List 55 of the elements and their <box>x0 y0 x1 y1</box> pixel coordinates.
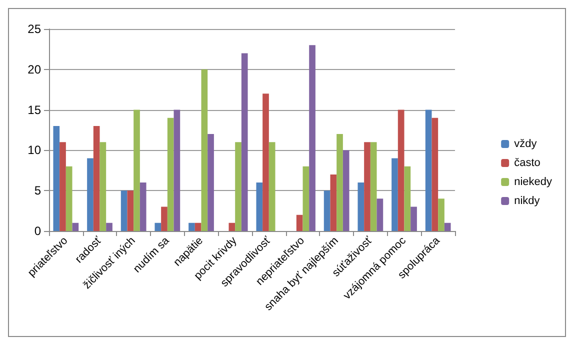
bar <box>93 126 100 231</box>
bar <box>241 53 248 231</box>
bar <box>425 110 432 231</box>
bar <box>167 118 174 231</box>
bar <box>404 166 411 231</box>
bar <box>330 174 337 231</box>
bar <box>358 182 364 231</box>
bar <box>208 134 214 231</box>
legend-label: vždy <box>514 138 538 150</box>
y-tick-label: 0 <box>34 224 42 238</box>
legend-label: často <box>514 157 540 169</box>
bar <box>235 142 242 231</box>
bar <box>410 206 417 231</box>
bar <box>194 222 202 231</box>
bar <box>106 222 112 231</box>
bar <box>228 222 236 231</box>
bar <box>154 222 162 231</box>
y-tick-label: 10 <box>28 143 42 158</box>
bar <box>392 158 398 231</box>
bar <box>398 110 404 231</box>
bar <box>161 206 168 231</box>
bar <box>100 142 106 231</box>
y-tick-label: 25 <box>28 22 42 36</box>
bar <box>438 198 444 231</box>
legend-label: niekedy <box>514 176 552 188</box>
bar <box>432 118 438 231</box>
bar <box>127 190 134 231</box>
bar <box>309 45 316 231</box>
y-tick-label: 15 <box>28 102 42 117</box>
bar <box>268 142 276 231</box>
bar <box>174 110 180 231</box>
bar <box>134 110 140 231</box>
bar <box>60 142 66 231</box>
bar <box>120 190 128 231</box>
bar <box>296 214 303 231</box>
bar <box>364 142 370 231</box>
bar <box>262 94 269 231</box>
bar <box>66 166 72 231</box>
bar <box>302 166 310 231</box>
bar <box>324 190 330 231</box>
bar <box>376 198 384 231</box>
bar <box>256 182 263 231</box>
bar <box>72 222 79 231</box>
bar <box>188 222 195 231</box>
bar <box>444 222 451 231</box>
bar <box>140 182 146 231</box>
bar <box>201 69 208 231</box>
bar <box>336 134 343 231</box>
y-tick-label: 5 <box>34 184 42 198</box>
bar <box>87 158 94 231</box>
bar <box>342 150 350 231</box>
y-tick-label: 20 <box>28 62 42 76</box>
bar <box>370 142 377 231</box>
bar <box>53 126 60 231</box>
legend-label: nikdy <box>514 195 540 207</box>
